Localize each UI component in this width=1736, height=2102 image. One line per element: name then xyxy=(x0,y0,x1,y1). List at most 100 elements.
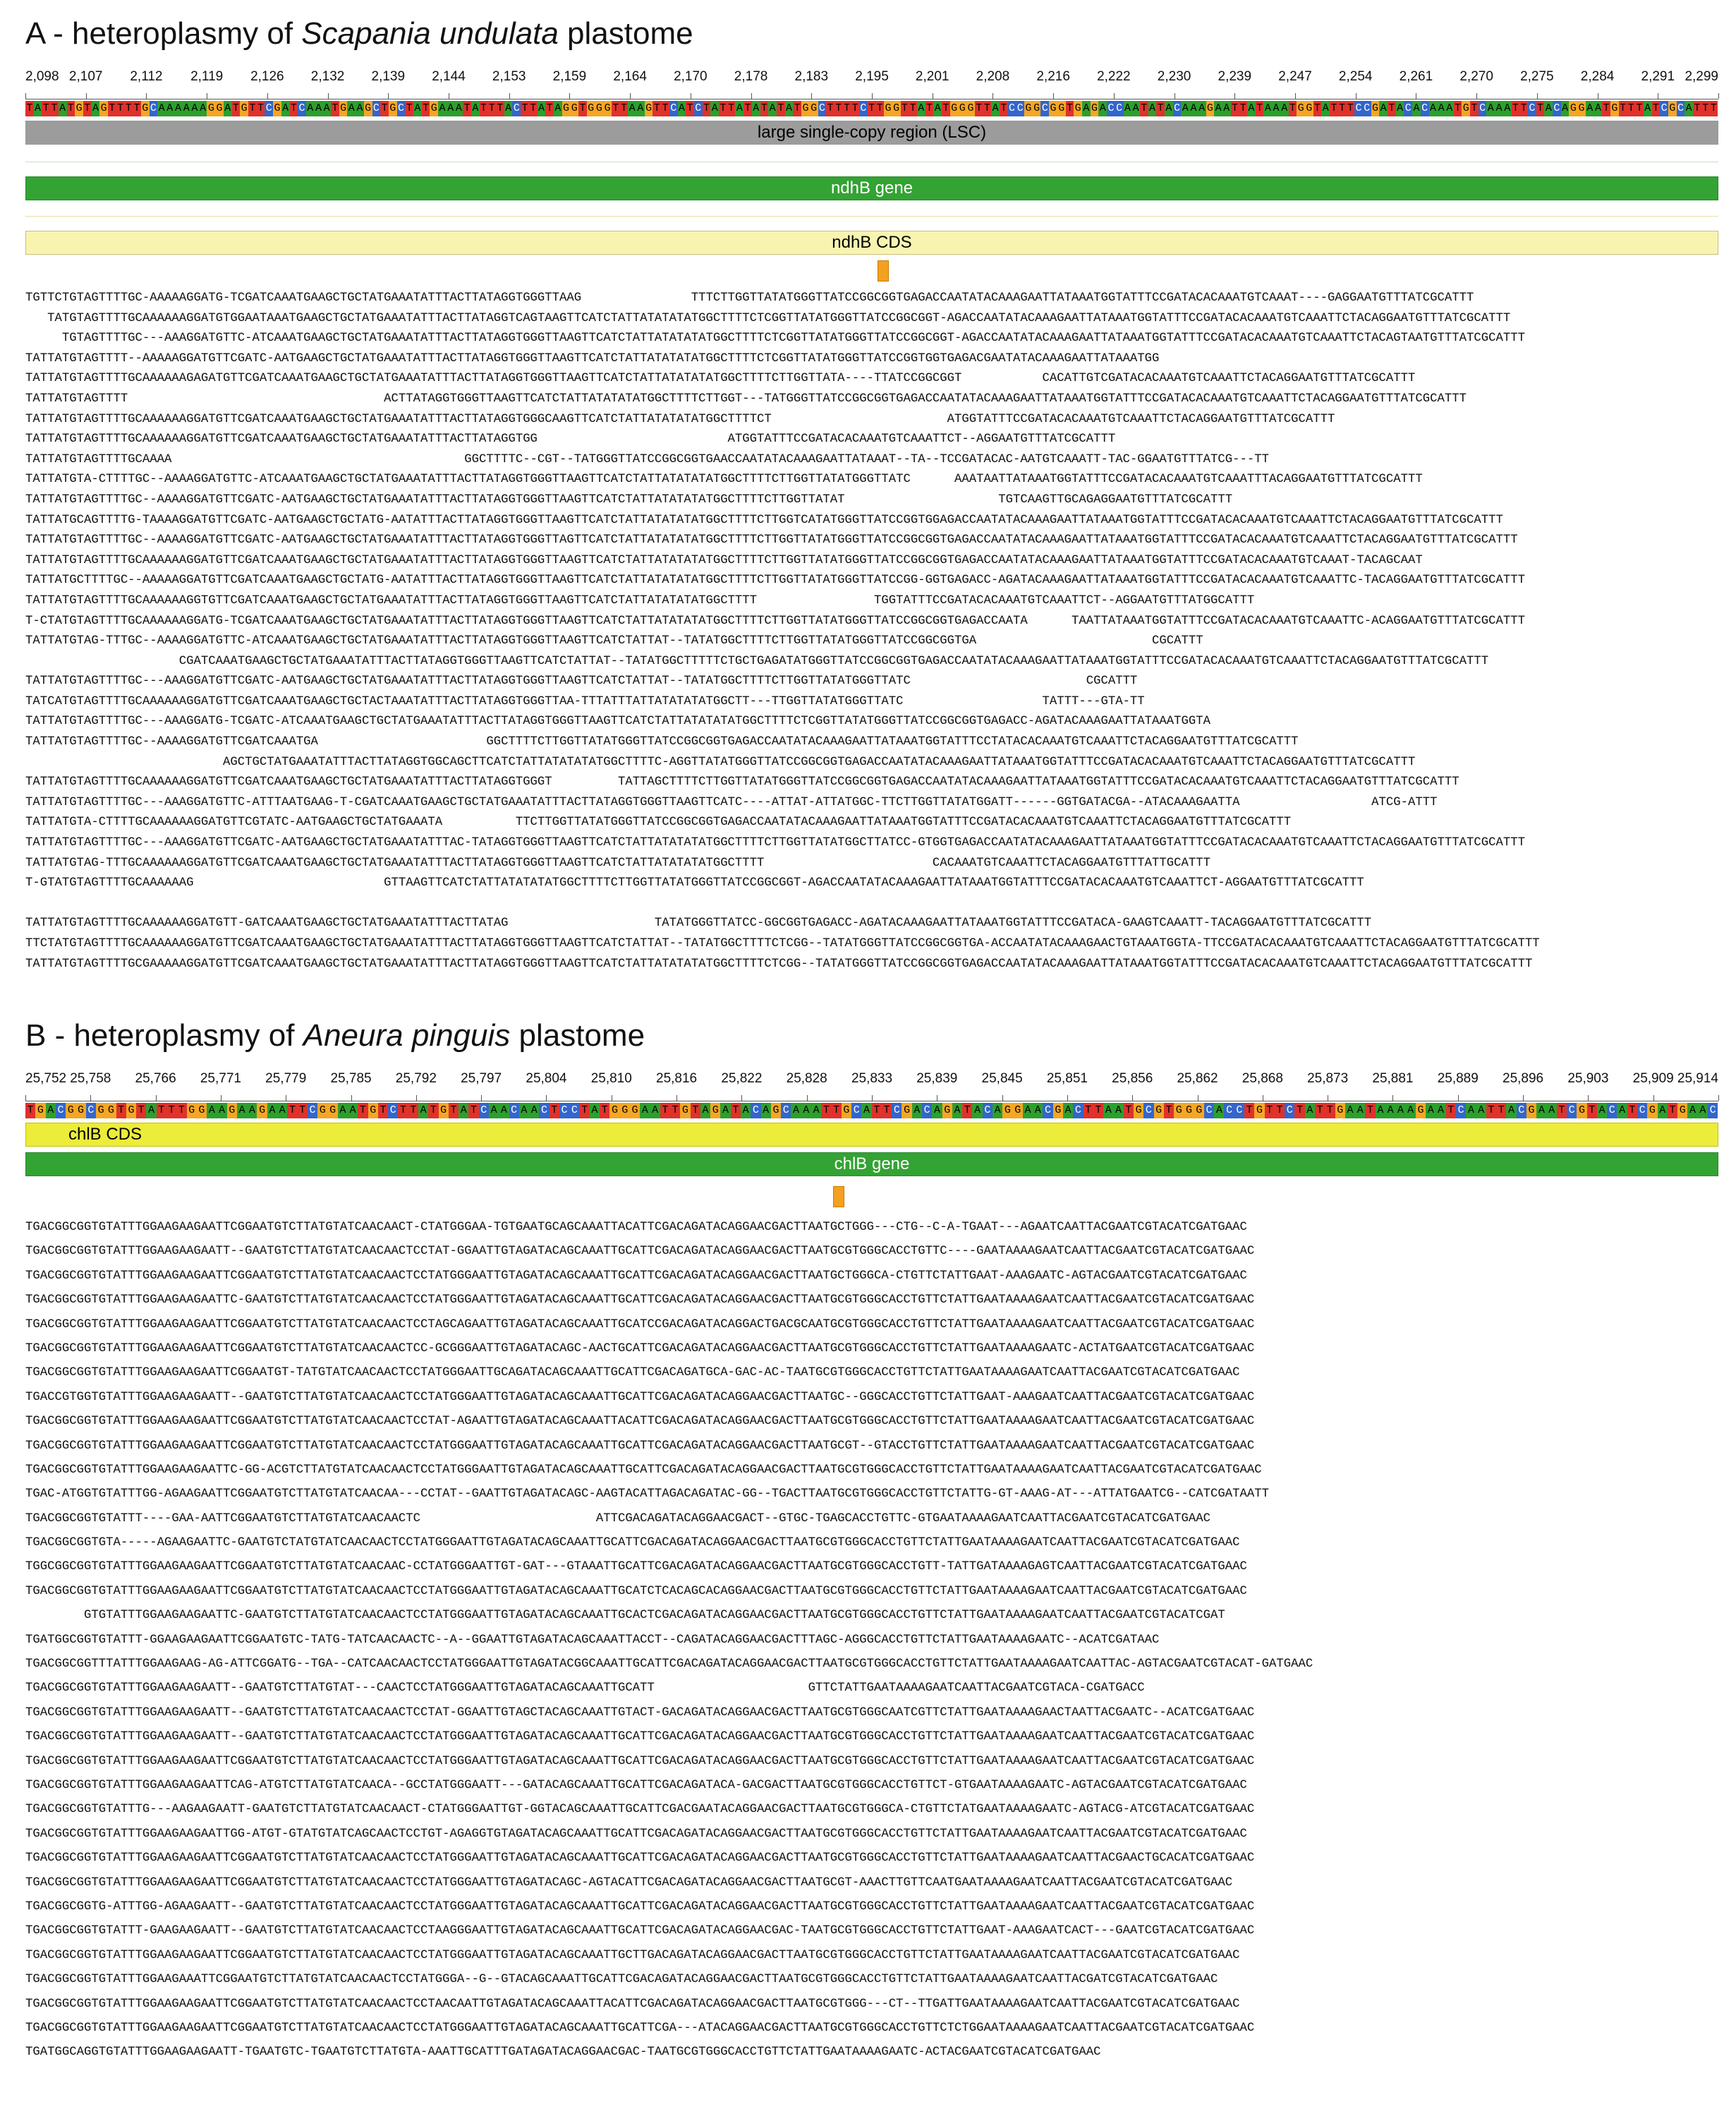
read-row[interactable]: TGACGGCGGTGTATTTGGAAGAAGAATTCGGAATGTCTTA… xyxy=(25,1439,1255,1453)
read-row[interactable]: TGGCGGCGGTGTATTTGGAAGAAGAATTCGGAATGTCTTA… xyxy=(25,1560,1247,1574)
reference-base: G xyxy=(126,1103,137,1118)
read-row[interactable]: TGATGGCGGTGTATTT-GGAAGAAGAATTCGGAATGTC-T… xyxy=(25,1633,1160,1647)
read-row[interactable]: TATTATGTAGTTTTGC---AAAGGATGTTC-ATTTAATGA… xyxy=(25,795,1438,809)
read-row[interactable]: TATTATGTAGTTTTGC---AAAGGATGTTCGATC-AATGA… xyxy=(25,675,1138,689)
read-row[interactable]: TGATGGCAGGTGTATTTGGAAGAAGAATT-TGAATGTC-T… xyxy=(25,2046,1101,2060)
read-row[interactable]: TGACGGCGGTGTATTTGGAAGAAGAATTCGGAATGTCTTA… xyxy=(25,1754,1255,1768)
read-row[interactable]: TGTAGTTTTGC---AAAGGATGTTC-ATCAAATGAAGCTG… xyxy=(25,332,1525,346)
reference-base: A xyxy=(1189,101,1198,116)
reference-base: A xyxy=(499,1103,509,1118)
read-row[interactable]: TGACGGCGGTGTATTT-GAAGAAGAATT--GAATGTCTTA… xyxy=(25,1924,1255,1938)
ruler-tick-label: 2,195 xyxy=(855,69,889,84)
read-row[interactable]: TATTATGTAGTTTTGCAAAAAAGGATGTT-GATCAAATGA… xyxy=(25,917,1372,931)
read-row[interactable]: TGTTCTGTAGTTTTGC-AAAAAGGATG-TCGATCAAATGA… xyxy=(25,291,1474,305)
read-row[interactable]: TGACGGCGGTGTATTTGGAAGAAGAATTCGGAATGTCTTA… xyxy=(25,1876,1233,1890)
read-row[interactable]: TGACGGCGGTGTATTTGGAAGAAGAATTCGGAATGT-TAT… xyxy=(25,1366,1240,1380)
read-row[interactable]: TTCTATGTAGTTTTGCAAAAAAGGATGTTCGATCAAATGA… xyxy=(25,937,1540,950)
read-row[interactable]: TGACGGCGGTGTATTTGGAAGAAGAATTCGGAATGTCTTA… xyxy=(25,1948,1240,1962)
read-row[interactable]: TGACGGCGGTGTATTTGGAAGAAGAATTCGGAATGTCTTA… xyxy=(25,2021,1255,2035)
read-row[interactable]: TATTATGTAGTTTTGC---AAAGGATG-TCGATC-ATCAA… xyxy=(25,715,1328,729)
cds-label: chlB CDS xyxy=(68,1125,142,1144)
variant-marker[interactable] xyxy=(833,1186,844,1207)
reference-base: C xyxy=(1285,1103,1295,1118)
reference-base: T xyxy=(289,101,298,116)
read-row[interactable]: TGACGGCGGTGTATTTGGAAGAAGAATTCGGAATGTCTTA… xyxy=(25,1269,1247,1283)
read-row[interactable]: TATTATGTAG-TTTGCAAAAAAGGATGTTCGATCAAATGA… xyxy=(25,856,1211,870)
read-row[interactable]: TATTATGTAGTTTTGCAAAAAAGGTGTTCGATCAAATGAA… xyxy=(25,593,1255,608)
read-row[interactable]: TATTATGTAGTTTTGCAAAAAAGGATGTTCGATCAAATGA… xyxy=(25,433,1116,447)
read-row[interactable]: CGATCAAATGAAGCTGCTATGAAATATTTACTTATAGGTG… xyxy=(25,654,1489,668)
read-row[interactable]: AGCTGCTATGAAATATTTACTTATAGGTGGCAGCTTCATC… xyxy=(25,755,1416,769)
read-row[interactable]: TATTATGTAGTTTT--AAAAAGGATGTTCGATC-AATGAA… xyxy=(25,351,1394,366)
read-row[interactable]: TATTATGTAGTTTTGCAAAAAAGGATGTTCGATCAAATGA… xyxy=(25,412,1335,426)
ruler-tick-label: 2,170 xyxy=(674,69,708,84)
read-row[interactable]: TGACGGCGGTGTATTTGGAAGAAGAATT--GAATGTCTTA… xyxy=(25,1730,1255,1744)
read-row[interactable]: TGACGGCGGTTTATTTGGAAGAAG-AG-ATTCGGATG--T… xyxy=(25,1657,1313,1672)
read-row[interactable]: TATGTAGTTTTGCAAAAAAGGATGTGGAATAAATGAAGCT… xyxy=(25,311,1511,325)
read-row[interactable]: TATTATGTAGTTTTGC--AAAAGGATGTTCGATCAAATGA… xyxy=(25,735,1299,749)
reference-base: C xyxy=(298,101,306,116)
read-row[interactable]: TGACGGCGGTGTATTTGGAAGAAGAATTCGGAATGTCTTA… xyxy=(25,1317,1255,1331)
read-row[interactable]: TGACGGCGGTGTATTTGGAAGAAGAATT--GAATGTCTTA… xyxy=(25,1681,1145,1696)
read-row[interactable]: TATTATGCAGTTTTG-TAAAAGGATGTTCGATC-AATGAA… xyxy=(25,513,1503,527)
read-row[interactable]: TGAC-ATGGTGTATTTGG-AGAAGAATTCGGAATGTCTTA… xyxy=(25,1487,1269,1502)
read-row[interactable]: TGACGGCGGTGTATTTGGAAGAAGAATTCGGAATGTCTTA… xyxy=(25,1584,1247,1598)
read-row[interactable]: TATTATGTAG-TTTGC--AAAAGGATGTTC-ATCAAATGA… xyxy=(25,634,1203,648)
read-row[interactable]: TGACGGCGGTGTATTT----GAA-AATTCGGAATGTCTTA… xyxy=(25,1511,1211,1526)
read-row[interactable]: TATTATGTAGTTTTGC--AAAAGGATGTTCGATC-AATGA… xyxy=(25,493,1233,507)
read-row[interactable]: T-CTATGTAGTTTTGCAAAAAAGGATG-TCGATCAAATGA… xyxy=(25,614,1525,628)
variant-marker[interactable] xyxy=(878,260,889,282)
ruler-tick-label: 2,178 xyxy=(734,69,768,84)
read-row[interactable]: TGACGGCGGTGTATTTGGAAGAAGAATTC-GG-ACGTCTT… xyxy=(25,1463,1262,1477)
read-row[interactable]: TATTATGTAGTTTTGCAAAAAAGGATGTTCGATCAAATGA… xyxy=(25,553,1481,567)
reference-base: A xyxy=(1379,101,1388,116)
read-row[interactable]: TGACGGCGGTGTATTTGGAAGAAGAATT--GAATGTCTTA… xyxy=(25,1245,1255,1259)
gene-track[interactable]: ndhB gene xyxy=(25,176,1718,200)
read-row[interactable]: TATTATGTAGTTTT ACTTATAGGTGGGTTAAGTTCATCT… xyxy=(25,392,1467,406)
read-row[interactable]: TATTATGTAGTTTTGCAAAAAAGAGATGTTCGATCAAATG… xyxy=(25,372,1416,386)
reference-base: A xyxy=(174,101,183,116)
read-row[interactable]: TATTATGTAGTTTTGCAAAAAAGGATGTTCGATCAAATGA… xyxy=(25,775,1459,790)
cds-track[interactable]: chlB CDS xyxy=(25,1123,1718,1147)
read-row[interactable] xyxy=(25,894,1718,914)
read-row[interactable]: TGACGGCGGTGTATTTGGAAGAAGAATTCGGAATGTCTTA… xyxy=(25,1997,1240,2011)
read-row[interactable]: TGACGGCGGTGTA-----AGAAGAATTC-GAATGTCTATG… xyxy=(25,1536,1240,1550)
read-row[interactable]: TGACGGCGGTGTATTTGGAAGAAGAATTCGGAATGTCTTA… xyxy=(25,1221,1247,1234)
read-row[interactable]: TGACGGCGGTG-ATTTGG-AGAAGAATT--GAATGTCTTA… xyxy=(25,1899,1255,1914)
reference-base: A xyxy=(1222,101,1231,116)
read-row[interactable]: TATTATGTAGTTTTGCAAAA GGCTTTTC--CGT--TATG… xyxy=(25,452,1269,466)
gene-track[interactable]: chlB gene xyxy=(25,1152,1718,1176)
lsc-region-track[interactable]: large single-copy region (LSC) xyxy=(25,121,1718,145)
read-row[interactable]: T-GTATGTAGTTTTGCAAAAAAG GTTAAGTTCATCTATT… xyxy=(25,876,1364,890)
read-row[interactable]: TGACGGCGGTGTATTTG---AAGAAGAATT-GAATGTCTT… xyxy=(25,1803,1255,1817)
read-row[interactable]: TATTATGTAGTTTTGC---AAAGGATGTTCGATC-AATGA… xyxy=(25,836,1525,850)
reference-base: T xyxy=(1445,1103,1456,1118)
read-row[interactable]: TATTATGTA-CTTTTGC--AAAAGGATGTTC-ATCAAATG… xyxy=(25,473,1423,487)
cds-track[interactable]: ndhB CDS xyxy=(25,231,1718,255)
reference-base: A xyxy=(305,101,315,116)
reference-base: T xyxy=(166,1103,177,1118)
read-row[interactable]: TGACGGCGGTGTATTTGGAAGAAGAATT--GAATGTCTTA… xyxy=(25,1705,1255,1720)
reference-base: T xyxy=(83,101,92,116)
read-row[interactable]: TATTATGTAGTTTTGC--AAAAGGATGTTCGATC-AATGA… xyxy=(25,533,1518,548)
ruler-tick-label: 2,201 xyxy=(915,69,949,84)
reference-base: A xyxy=(993,1103,1003,1118)
read-row[interactable]: TGACGGCGGTGTATTTGGAAGAAGAATTC-GAATGTCTTA… xyxy=(25,1293,1255,1307)
read-row[interactable]: TGACGGCGGTGTATTTGGAAGAAGAATTCGGAATGTCTTA… xyxy=(25,1852,1255,1866)
read-row[interactable]: TATCATGTAGTTTTGCAAAAAAGGATGTTCGATCAAATGA… xyxy=(25,694,1145,708)
reference-base: A xyxy=(488,1103,499,1118)
read-row[interactable]: GTGTATTTGGAAGAAGAATTC-GAATGTCTTATGTATCAA… xyxy=(25,1609,1225,1623)
read-row[interactable]: TGACGGCGGTGTATTTGGAAGAAGAATTCAG-ATGTCTTA… xyxy=(25,1778,1247,1792)
reference-base: G xyxy=(196,1103,207,1118)
read-row[interactable]: TGACGGCGGTGTATTTGGAAGAAGAATTCGGAATGTCTTA… xyxy=(25,1415,1255,1429)
read-row[interactable]: TGACGGCGGTGTATTTGGAAGAAATTCGGAATGTCTTATG… xyxy=(25,1973,1218,1987)
variant-marker-row xyxy=(25,1176,1718,1210)
panel-a-title: A - heteroplasmy of Scapania undulata pl… xyxy=(25,16,693,51)
read-row[interactable]: TGACGGCGGTGTATTTGGAAGAAGAATTGG-ATGT-GTAT… xyxy=(25,1827,1247,1841)
read-row[interactable]: TATTATGTAGTTTTGCGAAAAAGGATGTTCGATCAAATGA… xyxy=(25,957,1533,971)
read-row[interactable]: TATTATGCTTTTGC--AAAAAGGATGTTCGATCAAATGAA… xyxy=(25,574,1525,588)
read-row[interactable]: TGACGGCGGTGTATTTGGAAGAAGAATTCGGAATGTCTTA… xyxy=(25,1341,1255,1355)
read-row[interactable]: TATTATGTA-CTTTTGCAAAAAAGGATGTTCGTATC-AAT… xyxy=(25,816,1292,830)
reference-base: T xyxy=(702,101,711,116)
read-row[interactable]: TGACCGTGGTGTATTTGGAAGAAGAATT--GAATGTCTTA… xyxy=(25,1390,1255,1404)
